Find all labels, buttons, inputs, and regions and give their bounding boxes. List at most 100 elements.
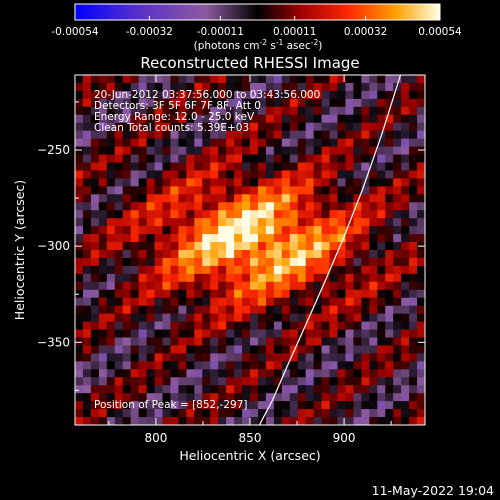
heatmap-cell bbox=[122, 385, 132, 394]
heatmap-cell bbox=[242, 297, 251, 307]
heatmap-cell bbox=[130, 130, 140, 140]
heatmap-cell bbox=[313, 353, 323, 362]
heatmap-cell bbox=[289, 186, 299, 195]
heatmap-cell bbox=[210, 417, 219, 425]
heatmap-cell bbox=[170, 114, 179, 124]
heatmap-cell bbox=[297, 226, 307, 235]
heatmap-cell bbox=[257, 409, 267, 418]
heatmap-cell bbox=[305, 218, 315, 227]
heatmap-cell bbox=[162, 242, 172, 251]
heatmap-cell bbox=[337, 385, 347, 394]
heatmap-cell bbox=[369, 369, 378, 378]
heatmap-cell bbox=[106, 385, 116, 394]
heatmap-cell bbox=[106, 417, 116, 425]
heatmap-cell bbox=[250, 170, 259, 179]
heatmap-cell bbox=[393, 154, 402, 164]
heatmap-cell bbox=[321, 194, 331, 203]
heatmap-cell bbox=[401, 122, 410, 132]
heatmap-cell bbox=[138, 122, 148, 132]
heatmap-cell bbox=[146, 242, 156, 251]
heatmap-cell bbox=[313, 369, 323, 378]
heatmap-cell bbox=[154, 297, 164, 307]
heatmap-cell bbox=[210, 361, 219, 370]
heatmap-cell bbox=[257, 194, 267, 203]
heatmap-cell bbox=[98, 138, 108, 148]
heatmap-cell bbox=[377, 393, 386, 402]
heatmap-cell bbox=[369, 401, 378, 410]
heatmap-cell bbox=[297, 273, 307, 283]
heatmap-cell bbox=[361, 321, 370, 331]
y-tick-label: −350 bbox=[37, 335, 70, 349]
heatmap-cell bbox=[138, 329, 148, 339]
heatmap-cell bbox=[130, 122, 140, 132]
heatmap-cell bbox=[114, 250, 124, 259]
heatmap-cell bbox=[146, 345, 156, 354]
heatmap-cell bbox=[210, 305, 219, 315]
heatmap-cell bbox=[409, 218, 418, 227]
heatmap-cell bbox=[122, 162, 132, 172]
heatmap-cell bbox=[265, 369, 275, 378]
heatmap-cell bbox=[321, 353, 331, 362]
heatmap-cell bbox=[146, 409, 156, 418]
heatmap-cell bbox=[138, 82, 148, 92]
heatmap-cell bbox=[138, 154, 148, 164]
heatmap-cell bbox=[313, 178, 323, 187]
heatmap-cell bbox=[106, 337, 116, 347]
heatmap-cell bbox=[75, 130, 84, 140]
heatmap-cell bbox=[82, 321, 92, 331]
heatmap-cell bbox=[194, 313, 203, 323]
heatmap-cell bbox=[162, 170, 172, 179]
heatmap-cell bbox=[281, 170, 291, 179]
heatmap-cell bbox=[377, 202, 386, 211]
heatmap-cell bbox=[226, 210, 235, 219]
heatmap-cell bbox=[281, 321, 291, 331]
heatmap-cell bbox=[90, 162, 100, 172]
heatmap-cell bbox=[82, 345, 92, 354]
heatmap-cell bbox=[75, 273, 84, 283]
heatmap-cell bbox=[337, 90, 347, 100]
heatmap-cell bbox=[202, 353, 211, 362]
heatmap-cell bbox=[122, 75, 132, 84]
heatmap-cell bbox=[202, 75, 211, 84]
heatmap-cell bbox=[202, 289, 211, 299]
heatmap-cell bbox=[353, 337, 362, 347]
heatmap-cell bbox=[417, 281, 425, 291]
heatmap-cell bbox=[90, 242, 100, 251]
heatmap-cell bbox=[377, 178, 386, 187]
heatmap-cell bbox=[305, 82, 315, 92]
heatmap-cell bbox=[281, 273, 291, 283]
heatmap-cell bbox=[337, 353, 347, 362]
heatmap-cell bbox=[289, 361, 299, 370]
heatmap-cell bbox=[329, 122, 339, 132]
heatmap-cell bbox=[393, 345, 402, 354]
heatmap-cell bbox=[106, 401, 116, 410]
heatmap-cell bbox=[353, 186, 362, 195]
heatmap-cell bbox=[226, 345, 235, 354]
heatmap-cell bbox=[337, 226, 347, 235]
heatmap-cell bbox=[313, 417, 323, 425]
heatmap-cell bbox=[170, 369, 179, 378]
heatmap-cell bbox=[122, 345, 132, 354]
heatmap-cell bbox=[393, 257, 402, 267]
heatmap-cell bbox=[170, 385, 179, 394]
heatmap-cell bbox=[281, 417, 291, 425]
heatmap-cell bbox=[401, 273, 410, 283]
heatmap-cell bbox=[289, 265, 299, 275]
heatmap-cell bbox=[194, 130, 203, 140]
heatmap-cell bbox=[250, 329, 259, 339]
heatmap-cell bbox=[250, 257, 259, 267]
heatmap-cell bbox=[361, 337, 370, 347]
heatmap-cell bbox=[146, 273, 156, 283]
heatmap-cell bbox=[210, 130, 219, 140]
heatmap-cell bbox=[250, 122, 259, 132]
heatmap-cell bbox=[401, 194, 410, 203]
heatmap-cell bbox=[154, 329, 164, 339]
heatmap-cell bbox=[106, 82, 116, 92]
heatmap-cell bbox=[106, 106, 116, 116]
heatmap-cell bbox=[146, 313, 156, 323]
heatmap-cell bbox=[194, 162, 203, 172]
heatmap-cell bbox=[242, 234, 251, 243]
heatmap-cell bbox=[385, 337, 394, 347]
heatmap-cell bbox=[154, 385, 164, 394]
